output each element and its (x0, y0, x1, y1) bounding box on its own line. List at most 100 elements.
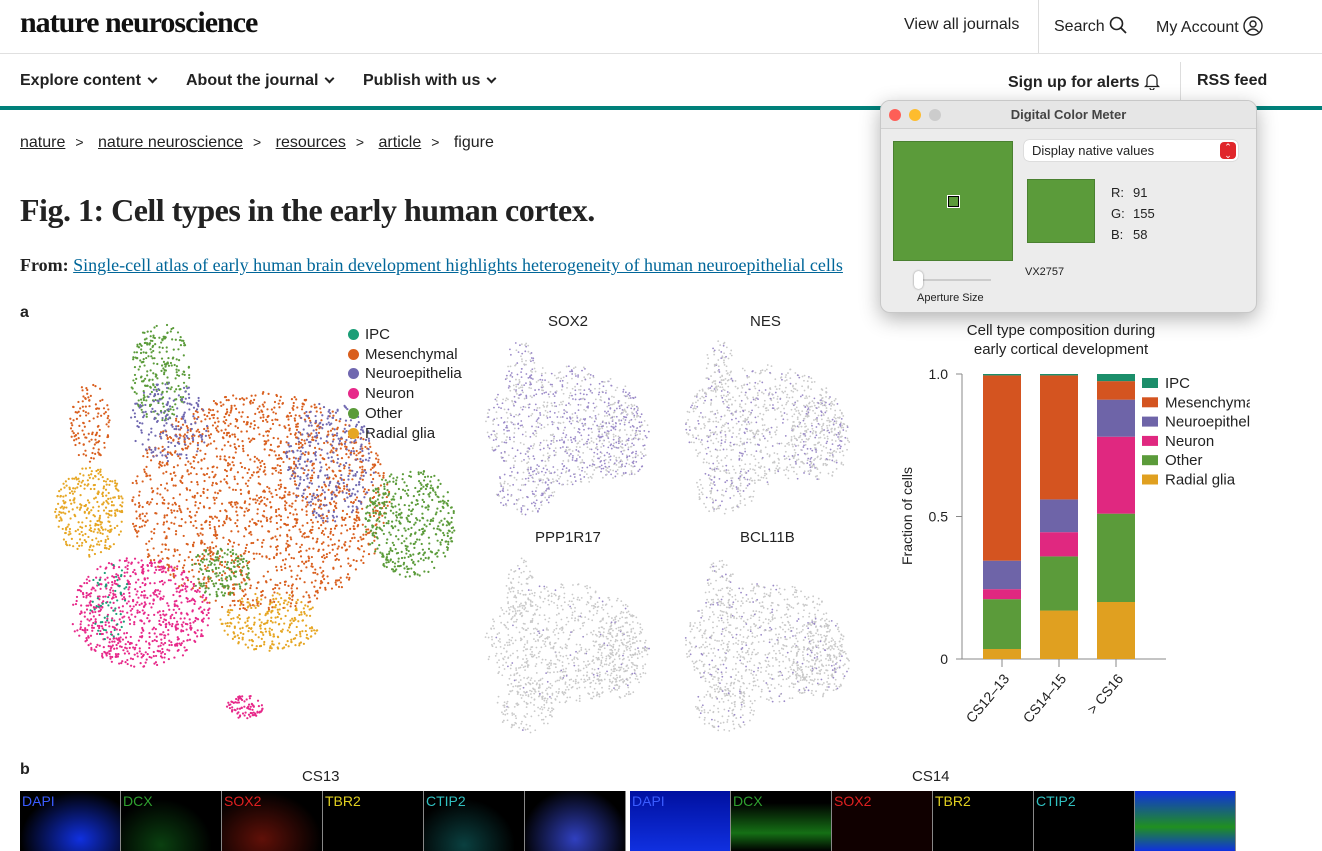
rgb-readout: R: 91 G: 155 B: 58 (1111, 185, 1155, 242)
bar-segment (1040, 610, 1078, 659)
legend-label: Neuron (1165, 433, 1214, 450)
from-label: From: (20, 255, 69, 275)
divider (1038, 0, 1039, 53)
micrograph-ctip2: CTIP2 (424, 791, 525, 851)
aperture-square (947, 195, 960, 208)
micrograph-dapi: DAPI (630, 791, 731, 851)
legend-swatch (1142, 397, 1158, 408)
channel-label: TBR2 (935, 793, 971, 809)
x-tick-label: CS12–13 (963, 670, 1013, 725)
header-divider (0, 53, 1322, 54)
feature-plot-nes (685, 340, 851, 515)
explore-content-menu[interactable]: Explore content (20, 72, 158, 90)
chevron-right-icon: > (355, 134, 365, 150)
magnifier-preview (893, 141, 1013, 261)
x-tick-label: > CS16 (1084, 670, 1127, 717)
channel-label: TBR2 (325, 793, 361, 809)
display-mode-select[interactable]: Display native values ⌃ ⌄ (1024, 140, 1238, 161)
bar-segment (983, 374, 1021, 376)
feature-points (485, 342, 650, 516)
breadcrumb-article[interactable]: article (378, 134, 422, 151)
micrograph-sox2: SOX2 (832, 791, 933, 851)
my-account-button[interactable]: My Account (1156, 16, 1263, 37)
publish-menu[interactable]: Publish with us (363, 72, 497, 90)
alerts-button[interactable]: Sign up for alerts (1008, 72, 1161, 92)
bar-segment (1097, 374, 1135, 382)
digital-color-meter-window: Digital Color Meter Display native value… (880, 100, 1257, 313)
panel-b-label: b (20, 761, 30, 778)
feature-points (684, 559, 850, 732)
select-arrows-icon: ⌃ ⌄ (1220, 142, 1236, 160)
channel-label: SOX2 (224, 793, 262, 809)
channel-label: DCX (123, 793, 153, 809)
feature-plot-sox2 (485, 342, 650, 516)
minimize-button[interactable] (909, 109, 921, 121)
chevron-right-icon: > (253, 134, 262, 150)
about-journal-menu[interactable]: About the journal (186, 72, 335, 90)
feature-plot-ppp1r17 (484, 557, 650, 734)
y-tick-label: 1.0 (929, 366, 949, 382)
channel-label: DAPI (632, 793, 665, 809)
micrograph-tbr2: TBR2 (933, 791, 1034, 851)
breadcrumb-journal[interactable]: nature neuroscience (98, 134, 243, 151)
gene-label: NES (750, 313, 781, 330)
legend-item: IPC (348, 325, 462, 345)
legend-label: Mesenchymal (1165, 394, 1250, 411)
view-all-journals-link[interactable]: View all journals (904, 16, 1020, 33)
legend-label: Mesenchymal (365, 345, 458, 363)
user-icon (1243, 16, 1263, 36)
group-title: CS13 (302, 768, 340, 785)
chevron-down-icon (324, 73, 335, 84)
legend-label: Neuroepithelia (1165, 414, 1250, 431)
search-button[interactable]: Search (1054, 16, 1127, 36)
legend-item: Neuroepithelia (348, 364, 462, 384)
bar-segment (1040, 375, 1078, 500)
legend-label: Radial glia (1165, 472, 1236, 489)
legend-label: Neuron (365, 385, 415, 403)
window-titlebar[interactable]: Digital Color Meter (881, 101, 1256, 129)
y-tick-label: 0 (940, 651, 948, 667)
zoom-button[interactable] (929, 109, 941, 121)
bar-segment (1040, 499, 1078, 533)
legend-item: Mesenchymal (348, 345, 462, 365)
bar-segment (1097, 513, 1135, 602)
bar-segment (983, 649, 1021, 659)
aperture-slider[interactable] (919, 279, 991, 281)
site-logo[interactable]: nature neuroscience (20, 6, 258, 39)
chevron-down-icon (486, 73, 497, 84)
bell-icon (1143, 74, 1161, 91)
feature-plot-bcl11b (684, 559, 850, 732)
close-button[interactable] (889, 109, 901, 121)
breadcrumb-nature[interactable]: nature (20, 134, 66, 151)
bar-segment (1097, 399, 1135, 437)
legend-label: IPC (365, 326, 391, 343)
legend-label: Other (1165, 452, 1203, 469)
x-tick-label: CS14–15 (1020, 670, 1070, 725)
aperture-slider-thumb[interactable] (914, 271, 923, 289)
y-tick-label: 0.5 (929, 509, 949, 525)
bar-segment (983, 589, 1021, 600)
breadcrumb: nature > nature neuroscience > resources > … (20, 134, 494, 152)
display-name: VX2757 (1025, 266, 1065, 278)
rss-feed-link[interactable]: RSS feed (1197, 72, 1268, 89)
legend-item: Other (348, 404, 462, 424)
micrograph-sox2: SOX2 (222, 791, 323, 851)
gene-label: PPP1R17 (535, 529, 601, 546)
breadcrumb-resources[interactable]: resources (275, 134, 346, 151)
feature-points (484, 557, 650, 734)
umap-legend: IPC Mesenchymal Neuroepithelia Neuron Other R… (348, 325, 462, 443)
micrograph-merge (1135, 791, 1236, 851)
legend-label: Neuroepithelia (365, 365, 462, 383)
legend-swatch (348, 329, 359, 340)
gene-label: BCL11B (740, 529, 795, 546)
micrograph-tbr2: TBR2 (323, 791, 424, 851)
umap-plot (54, 323, 456, 720)
composition-bar-chart: Cell type composition during early cortic… (899, 322, 1250, 726)
bar-segment (983, 560, 1021, 590)
chart-title: Cell type composition during early cortic… (967, 322, 1155, 358)
chevron-right-icon: > (431, 134, 440, 150)
article-link[interactable]: Single-cell atlas of early human brain d… (73, 255, 843, 275)
feature-points (685, 340, 851, 515)
micrograph-ctip2: CTIP2 (1034, 791, 1135, 851)
legend-label: Radial glia (365, 424, 436, 442)
